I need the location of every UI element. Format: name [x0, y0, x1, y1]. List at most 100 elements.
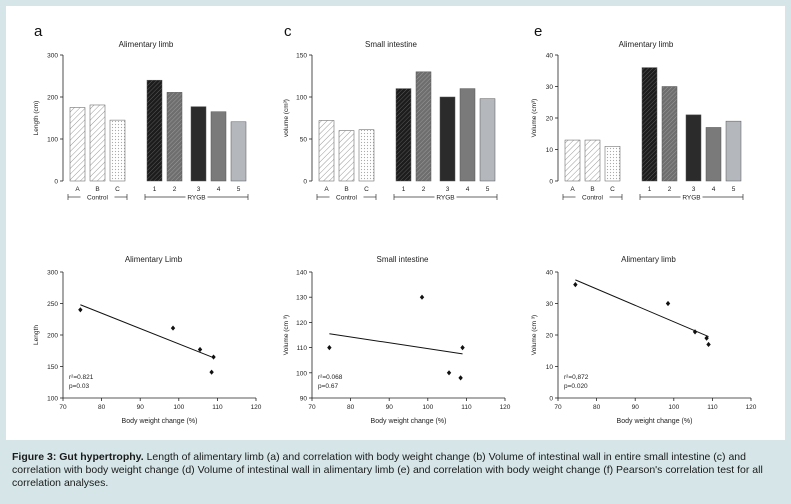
group-label: Control: [582, 195, 604, 202]
bar-B: [338, 130, 355, 182]
x-axis-label: Body weight change (%): [371, 418, 447, 425]
data-point: [706, 341, 711, 348]
y-tick-label: 20: [546, 116, 554, 123]
y-axis-label: Volume (cm³): [531, 99, 538, 138]
y-tick-label: 150: [47, 364, 58, 371]
bar-5: [479, 98, 496, 182]
x-tick-label: 90: [137, 404, 145, 411]
bar-A: [69, 107, 86, 182]
x-tick-label: 5: [732, 186, 736, 193]
y-tick-label: 50: [300, 137, 308, 144]
p-value-label: p=0.03: [69, 383, 89, 390]
bar-5: [230, 121, 247, 182]
p-value-label: p=0.67: [318, 383, 338, 390]
y-tick-label: 120: [296, 320, 307, 327]
regression-line: [575, 279, 709, 338]
y-tick-label: 130: [296, 295, 307, 302]
x-tick-label: B: [590, 186, 594, 193]
x-tick-label: 120: [746, 404, 757, 411]
bar-B: [89, 104, 106, 182]
x-tick-label: 4: [217, 186, 221, 193]
y-tick-label: 0: [549, 179, 553, 186]
bar-4: [459, 88, 476, 182]
r-squared-label: r²=0.068: [318, 374, 343, 381]
bar-2: [166, 92, 183, 182]
chart-title: Alimentary limb: [619, 40, 674, 49]
y-axis-label: Length: [33, 325, 40, 345]
y-tick-label: 150: [296, 53, 307, 60]
x-tick-label: 70: [59, 404, 67, 411]
x-tick-label: C: [115, 186, 120, 193]
y-tick-label: 20: [546, 333, 554, 340]
x-tick-label: 2: [173, 186, 177, 193]
r-squared-label: r²=0.821: [69, 374, 94, 381]
data-point: [458, 375, 463, 381]
y-axis-label: volume (cm³): [283, 99, 290, 137]
chart-panel-b: Alimentary Limb 100 150 200 250 300 70 80 90 100 1…: [33, 255, 262, 425]
p-value-label: p=0.020: [564, 383, 588, 390]
bar-4: [210, 111, 227, 182]
y-tick-label: 10: [546, 147, 554, 154]
x-tick-label: 1: [402, 186, 406, 193]
x-tick-label: 3: [197, 186, 201, 193]
y-tick-label: 100: [47, 137, 58, 144]
chart-title: Alimentary Limb: [125, 255, 183, 264]
data-point: [419, 294, 425, 300]
bar-3: [190, 106, 207, 182]
group-label: RYGB: [682, 195, 700, 202]
bar-1: [641, 67, 658, 182]
x-tick-label: B: [95, 186, 99, 193]
x-tick-label: A: [570, 186, 575, 193]
data-point: [209, 369, 214, 375]
y-tick-label: 100: [296, 370, 307, 377]
figure-caption: Figure 3: Gut hypertrophy. Length of ali…: [12, 451, 780, 490]
x-tick-label: 70: [308, 404, 316, 411]
data-point: [665, 300, 671, 307]
bar-C: [358, 129, 375, 182]
x-tick-label: 100: [173, 404, 184, 411]
x-tick-label: C: [610, 186, 615, 193]
y-tick-label: 140: [296, 270, 307, 277]
bar-3: [439, 96, 456, 182]
x-tick-label: 100: [422, 404, 433, 411]
x-tick-label: 3: [692, 186, 696, 193]
bar-1: [395, 88, 412, 182]
data-point: [197, 346, 203, 353]
x-tick-label: 4: [712, 186, 716, 193]
y-tick-label: 300: [47, 270, 58, 277]
y-tick-label: 200: [47, 333, 58, 340]
group-label: Control: [336, 195, 358, 202]
bar-C: [109, 119, 126, 182]
bar-5: [725, 120, 742, 182]
figure-panel: a Alimentary limb 0 100 200 300 Length (cm) A B C…: [6, 6, 785, 440]
x-tick-label: 2: [668, 186, 672, 193]
caption-text: Length of alimentary limb (a) and correl…: [12, 451, 763, 489]
chart-panel-d: Small intestine 90 100 110 120 130 140 70 80 90 10…: [283, 255, 511, 425]
x-axis-label: Body weight change (%): [617, 418, 693, 425]
y-tick-label: 250: [47, 301, 58, 308]
x-tick-label: 120: [500, 404, 511, 411]
chart-title: Small intestine: [365, 40, 418, 49]
x-tick-label: B: [344, 186, 348, 193]
bar-A: [564, 139, 581, 182]
bar-A: [318, 120, 335, 182]
x-tick-label: 120: [251, 404, 262, 411]
bar-2: [661, 86, 678, 182]
regression-line: [329, 333, 463, 355]
x-tick-label: C: [364, 186, 369, 193]
bar-3: [685, 114, 702, 182]
x-tick-label: 70: [554, 404, 562, 411]
chart-title: Small intestine: [376, 255, 429, 264]
y-tick-label: 110: [297, 345, 308, 352]
chart-title: Alimentary limb: [621, 255, 676, 264]
data-point: [692, 329, 698, 335]
y-tick-label: 40: [546, 270, 554, 277]
bar-4: [705, 127, 722, 182]
bar-C: [604, 146, 621, 182]
x-tick-label: 90: [632, 404, 640, 411]
x-tick-label: 110: [707, 404, 718, 411]
